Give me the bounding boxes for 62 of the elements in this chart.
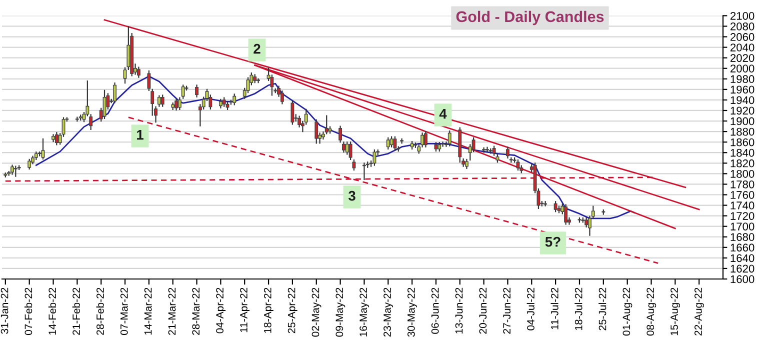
x-tick-label: 20-Jun-22	[479, 288, 487, 334]
y-tick-label: 1900	[730, 117, 754, 126]
x-tick-label: 31-Jan-22	[0, 288, 8, 334]
x-tick-label: 16-May-22	[360, 288, 370, 336]
x-tick-label: 13-Jun-22	[455, 288, 463, 334]
y-tick-label: 1740	[730, 202, 754, 210]
y-tick-label: 1600	[730, 275, 754, 284]
x-tick-label: 15-Aug-22	[670, 288, 680, 336]
x-tick-label: 02-May-22	[312, 288, 322, 337]
x-tick-label: 25-Jul-22	[598, 288, 606, 330]
y-tick-label: 1680	[730, 233, 754, 242]
x-tick-label: 14-Feb-22	[48, 288, 56, 335]
annotation: 2	[254, 44, 260, 54]
y-tick-label: 1840	[730, 148, 754, 157]
annotation: 4	[439, 109, 447, 119]
y-tick-label: 1660	[730, 244, 754, 252]
x-tick-label: 04-Jul-22	[526, 288, 534, 330]
x-tick-label: 18-Apr-22	[264, 288, 274, 333]
x-tick-label: 14-Mar-22	[144, 288, 152, 335]
y-tick-label: 1960	[730, 86, 754, 94]
y-tick-label: 1860	[730, 138, 754, 146]
x-tick-label: 09-May-22	[336, 288, 346, 337]
x-tick-label: 04-Apr-22	[216, 288, 226, 334]
y-tick-label: 1880	[730, 128, 754, 136]
y-tick-label: 1700	[730, 222, 754, 230]
x-tick-label: 30-May-22	[407, 288, 417, 337]
x-tick-label: 08-Aug-22	[646, 288, 656, 336]
y-tick-label: 2100	[730, 12, 754, 20]
x-tick-label: 11-Jul-22	[550, 288, 558, 330]
y-tick-label: 1760	[730, 191, 754, 199]
x-tick-label: 18-Jul-22	[574, 288, 582, 330]
y-tick-label: 1980	[730, 75, 754, 84]
y-tick-label: 1920	[730, 106, 754, 115]
annotation: 5?	[545, 236, 560, 247]
x-tick-label: 28-Mar-22	[192, 288, 200, 335]
x-tick-label: 28-Feb-22	[96, 288, 104, 335]
y-tick-label: 2000	[730, 64, 754, 72]
x-tick-label: 01-Aug-22	[622, 288, 632, 336]
y-tick-label: 2020	[730, 54, 754, 62]
x-tick-label: 27-Jun-22	[503, 288, 511, 334]
x-tick-label: 07-Mar-22	[120, 288, 128, 335]
x-tick-label: 11-Apr-22	[240, 288, 250, 332]
y-tick-label: 1720	[730, 212, 754, 220]
y-tick-label: 1800	[730, 170, 754, 178]
y-tick-label: 2060	[730, 33, 754, 41]
x-tick-label: 22-Aug-22	[694, 288, 704, 336]
y-tick-label: 1780	[730, 180, 754, 188]
y-tick-label: 2040	[730, 44, 754, 52]
x-tick-label: 21-Mar-22	[168, 288, 176, 335]
chart-title: Gold - Daily Candles	[456, 10, 604, 26]
y-tick-label: 1940	[730, 96, 754, 104]
x-tick-label: 07-Feb-22	[24, 288, 32, 335]
y-tick-label: 2080	[730, 22, 754, 30]
x-tick-label: 06-Jun-22	[431, 288, 439, 334]
annotation: 1	[137, 130, 144, 140]
y-tick-label: 1640	[730, 254, 754, 262]
x-tick-label: 23-May-22	[384, 288, 393, 337]
x-tick-label: 21-Feb-22	[72, 288, 80, 335]
x-tick-label: 25-Apr-22	[288, 288, 298, 334]
annotation: 3	[348, 190, 356, 201]
y-tick-label: 1820	[730, 159, 754, 168]
y-tick-label: 1620	[730, 264, 754, 273]
